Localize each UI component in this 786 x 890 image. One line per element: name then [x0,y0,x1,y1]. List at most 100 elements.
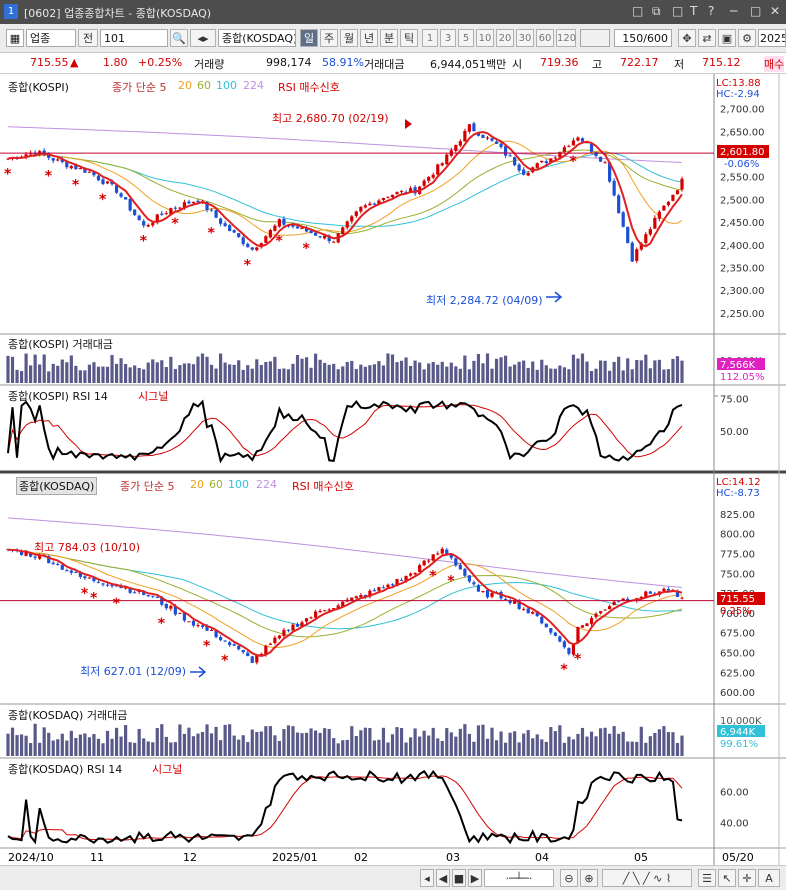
rsi-buy-signal: * [158,616,166,632]
period-day-tab[interactable]: 일 [300,29,318,47]
market-select[interactable]: 업종 [26,29,76,47]
minute-120-button[interactable]: 120 [556,29,576,47]
candle [341,601,345,607]
grid-icon[interactable]: ▦ [6,29,24,47]
kosdaq-volume-bar [372,740,377,756]
candle [580,625,585,628]
zoom-out-icon[interactable]: ⊖ [560,869,578,887]
kosdaq-volume-bar [196,733,200,756]
settings-gear-icon[interactable]: ⚙ [738,29,756,47]
kospi-volume-bar [485,353,490,383]
zoom-slider[interactable]: ·─┴─· [484,869,554,887]
window-icon-2[interactable]: ⧉ [652,4,661,18]
prev-page-icon[interactable]: ◀ [436,869,450,887]
kosdaq-volume-bar [191,736,196,756]
tool-icon[interactable]: ✥ [678,29,696,47]
maximize-icon[interactable]: □ [750,4,762,18]
candle [644,234,648,244]
rsi-buy-signal: * [4,167,12,183]
minute-3-button[interactable]: 3 [440,29,456,47]
period-year-tab[interactable]: 년 [360,29,378,47]
kospi-volume-bar [29,365,33,383]
volume-value: 998,174 [266,56,312,69]
minute-30-button[interactable]: 30 [516,29,534,47]
rsi-buy-signal: * [244,258,252,274]
minute-20-button[interactable]: 20 [496,29,514,47]
code-input[interactable]: 101 [100,29,168,47]
candle [200,625,205,628]
pointer-icon[interactable]: ↖ [718,869,736,887]
zoom-in-icon[interactable]: ⊕ [580,869,598,887]
candle [182,611,187,621]
first-page-icon[interactable]: ◂ [420,869,434,887]
kosdaq-volume-bar [399,728,404,756]
kosdaq-volume-bar [472,741,476,756]
compare-icon[interactable]: ⇄ [698,29,716,47]
candle [42,554,46,557]
candle [666,589,671,591]
kosdaq-volume-bar [680,735,684,756]
kosdaq-volume-bar [214,726,218,756]
minute-5-button[interactable]: 5 [458,29,474,47]
candle [51,562,55,565]
kospi-volume-bar [499,357,503,383]
candle [200,201,205,203]
period-week-tab[interactable]: 주 [320,29,338,47]
candle [69,166,73,169]
period-month-tab[interactable]: 월 [340,29,358,47]
candle [458,141,462,146]
kosdaq-volume-bar [60,733,64,756]
candle [187,201,191,204]
close-icon[interactable]: ✕ [770,4,781,18]
crosshair-icon[interactable]: ✛ [738,869,756,887]
kospi-volume-bar [282,368,286,383]
candle [526,608,530,614]
period-tick-tab[interactable]: 틱 [400,29,418,47]
high-label: 고 [592,58,603,71]
list-icon[interactable]: ☰ [698,869,716,887]
kosdaq-price-title[interactable]: 종합(KOSDAQ) [16,477,98,495]
interval-dropdown[interactable] [580,29,610,47]
minute-60-button[interactable]: 60 [536,29,554,47]
window-icon-1[interactable]: □ [632,4,644,18]
drawing-tools[interactable]: ╱ ╲ ╱ ∿ ⌇ [602,869,692,887]
kosdaq-volume-bar [291,726,295,756]
candle [209,209,214,211]
help-icon[interactable]: ? [708,4,715,18]
candle [445,154,449,165]
minute-10-button[interactable]: 10 [476,29,494,47]
rsi-buy-signal: * [113,596,121,612]
period-minute-tab[interactable]: 분 [380,29,398,47]
save-icon[interactable]: ▣ [718,29,736,47]
kospi-volume-bar [291,363,295,383]
candle [418,186,422,195]
candle [463,130,467,142]
kospi-volume-bar [205,356,209,383]
search-icon[interactable]: 🔍 [170,29,188,47]
candle [219,637,223,641]
candle [603,609,607,611]
window-icon-3[interactable]: □ [672,4,684,18]
kospi-volume-bar [196,356,200,383]
kosdaq-volume-bar [562,742,566,756]
kospi-volume-bar [544,365,548,383]
prev-next-icon[interactable]: ◂▸ [190,29,216,47]
candle [345,599,349,602]
kospi-volume-bar [535,369,539,383]
x-tick-label: 12 [183,851,197,864]
date-input[interactable]: 2025 [758,29,786,47]
candle [304,618,309,622]
minimize-icon[interactable]: ─ [730,4,738,18]
rsi-buy-signal: * [90,591,98,607]
kospi-volume-bar [19,371,24,383]
font-size-icon[interactable]: A [758,869,780,887]
next-page-icon[interactable]: ▶ [468,869,482,887]
kosdaq-low-arrow [190,666,207,678]
count-input[interactable]: 150/600 [614,29,672,47]
stop-icon[interactable]: ■ [452,869,466,887]
kospi-volume-pct: 112.05% [720,372,765,383]
minute-1-button[interactable]: 1 [422,29,438,47]
scope-button[interactable]: 전 [78,29,98,47]
window-icon-t[interactable]: T [690,4,698,18]
